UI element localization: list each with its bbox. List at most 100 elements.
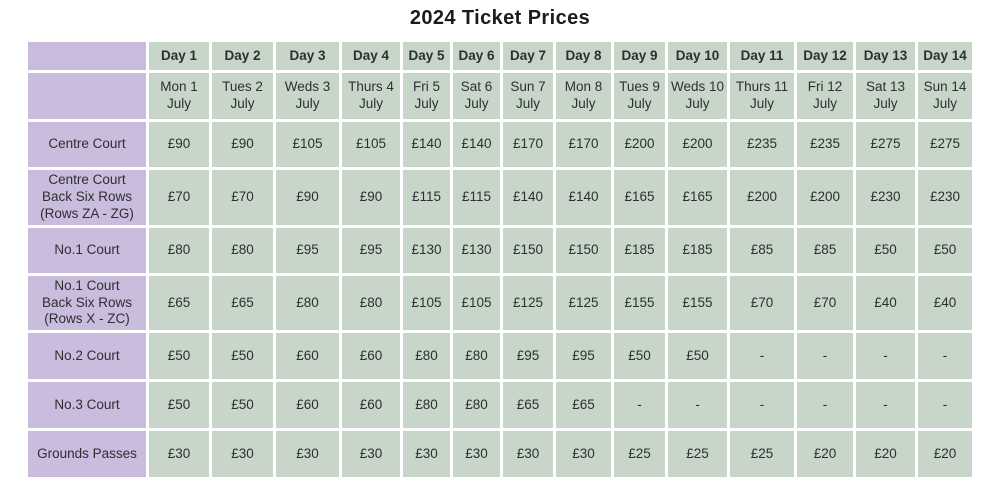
table-row: Grounds Passes £30 £30 £30 £30 £30 £30 £30 £30 £2… xyxy=(28,431,972,478)
price-cell: £275 xyxy=(918,122,972,167)
price-cell: £20 xyxy=(856,431,915,478)
price-cell: £140 xyxy=(556,170,611,225)
table-row: No.1 Court Back Six Rows (Rows X - ZC) £6… xyxy=(28,275,972,331)
price-cell: - xyxy=(730,333,794,380)
price-cell: £25 xyxy=(614,431,665,478)
price-cell: £20 xyxy=(797,431,853,478)
price-cell: £95 xyxy=(276,227,339,273)
price-cell: £65 xyxy=(556,382,611,429)
date-header: Sun 14 July xyxy=(918,73,972,119)
table-row: Day 1 Day 2 Day 3 Day 4 Day 5 Day 6 Day 7 Day 8… xyxy=(28,42,972,70)
price-cell: £85 xyxy=(730,227,794,273)
table-row: Centre Court Back Six Rows (Rows ZA - ZG… xyxy=(28,170,972,225)
price-cell: £170 xyxy=(556,122,611,167)
date-header: Thurs 11 July xyxy=(730,73,794,119)
date-header: Mon 1 July xyxy=(149,73,209,119)
price-cell: £155 xyxy=(668,275,727,331)
price-cell: £30 xyxy=(212,431,273,478)
date-header: Tues 9 July xyxy=(614,73,665,119)
price-cell: £140 xyxy=(503,170,553,225)
table-row: No.2 Court £50 £50 £60 £60 £80 £80 £95 £95 £50 £50… xyxy=(28,333,972,380)
price-cell: £140 xyxy=(403,122,450,167)
date-header: Weds 10 July xyxy=(668,73,727,119)
price-cell: £90 xyxy=(342,170,400,225)
day-header: Day 1 xyxy=(149,42,209,70)
day-header: Day 6 xyxy=(453,42,500,70)
price-cell: £230 xyxy=(918,170,972,225)
date-header: Tues 2 July xyxy=(212,73,273,119)
price-cell: £50 xyxy=(856,227,915,273)
date-header: Fri 12 July xyxy=(797,73,853,119)
table-row: Mon 1 July Tues 2 July Weds 3 July Thurs 4 … xyxy=(28,73,972,119)
price-cell: £170 xyxy=(503,122,553,167)
price-cell: £70 xyxy=(730,275,794,331)
price-cell: £25 xyxy=(668,431,727,478)
date-header: Thurs 4 July xyxy=(342,73,400,119)
row-label: No.2 Court xyxy=(28,333,146,380)
price-cell: - xyxy=(856,382,915,429)
price-cell: - xyxy=(918,382,972,429)
date-header: Sun 7 July xyxy=(503,73,553,119)
price-cell: £155 xyxy=(614,275,665,331)
price-cell: - xyxy=(918,333,972,380)
table-row: No.1 Court £80 £80 £95 £95 £130 £130 £150 £150 £1… xyxy=(28,227,972,273)
price-cell: £200 xyxy=(668,122,727,167)
price-cell: £50 xyxy=(149,333,209,380)
price-cell: £165 xyxy=(614,170,665,225)
date-header: Weds 3 July xyxy=(276,73,339,119)
price-cell: £60 xyxy=(342,333,400,380)
row-label: No.1 Court xyxy=(28,227,146,273)
price-cell: £80 xyxy=(149,227,209,273)
price-cell: £125 xyxy=(503,275,553,331)
day-header: Day 2 xyxy=(212,42,273,70)
price-cell: £80 xyxy=(212,227,273,273)
price-cell: £50 xyxy=(149,382,209,429)
price-cell: £40 xyxy=(918,275,972,331)
price-cell: £105 xyxy=(276,122,339,167)
day-header: Day 3 xyxy=(276,42,339,70)
price-cell: £200 xyxy=(797,170,853,225)
price-cell: £50 xyxy=(918,227,972,273)
price-cell: £40 xyxy=(856,275,915,331)
day-header: Day 11 xyxy=(730,42,794,70)
price-cell: £165 xyxy=(668,170,727,225)
price-cell: £95 xyxy=(556,333,611,380)
day-header: Day 5 xyxy=(403,42,450,70)
price-cell: - xyxy=(614,382,665,429)
price-cell: £235 xyxy=(797,122,853,167)
price-cell: - xyxy=(730,382,794,429)
price-cell: £25 xyxy=(730,431,794,478)
price-cell: £80 xyxy=(276,275,339,331)
price-cell: £150 xyxy=(503,227,553,273)
price-cell: £70 xyxy=(212,170,273,225)
price-cell: £140 xyxy=(453,122,500,167)
date-header: Sat 13 July xyxy=(856,73,915,119)
price-cell: £20 xyxy=(918,431,972,478)
ticket-price-table: Day 1 Day 2 Day 3 Day 4 Day 5 Day 6 Day 7 Day 8… xyxy=(25,39,975,480)
day-header: Day 9 xyxy=(614,42,665,70)
corner-cell xyxy=(28,73,146,119)
price-cell: £115 xyxy=(403,170,450,225)
price-cell: £130 xyxy=(453,227,500,273)
row-label: Centre Court xyxy=(28,122,146,167)
table-body: Day 1 Day 2 Day 3 Day 4 Day 5 Day 6 Day 7 Day 8… xyxy=(28,42,972,478)
price-cell: £70 xyxy=(797,275,853,331)
price-cell: £85 xyxy=(797,227,853,273)
price-cell: £185 xyxy=(614,227,665,273)
price-cell: £230 xyxy=(856,170,915,225)
price-cell: £65 xyxy=(212,275,273,331)
price-cell: £50 xyxy=(212,333,273,380)
price-cell: £80 xyxy=(453,382,500,429)
price-cell: £200 xyxy=(730,170,794,225)
price-cell: £105 xyxy=(403,275,450,331)
price-cell: £80 xyxy=(403,382,450,429)
price-cell: - xyxy=(856,333,915,380)
price-cell: £90 xyxy=(212,122,273,167)
price-cell: £80 xyxy=(453,333,500,380)
price-cell: £30 xyxy=(342,431,400,478)
day-header: Day 7 xyxy=(503,42,553,70)
day-header: Day 13 xyxy=(856,42,915,70)
price-cell: £95 xyxy=(503,333,553,380)
day-header: Day 10 xyxy=(668,42,727,70)
